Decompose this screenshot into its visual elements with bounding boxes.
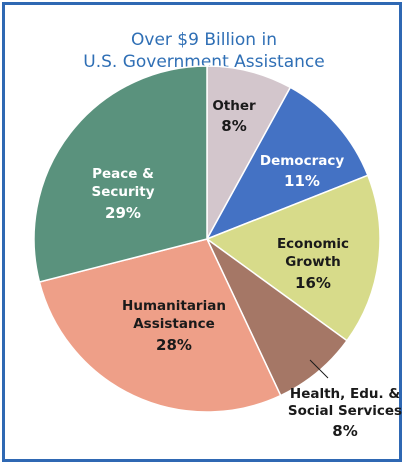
slice-label-health-edu-social-services: Health, Edu. &Social Services 8% [288, 386, 402, 440]
slice-percent-label: 11% [284, 172, 320, 190]
slice-label-text: Economic [277, 236, 349, 252]
slice-label-other: Other 8% [212, 98, 256, 135]
slice-label-text: Growth [285, 254, 341, 270]
slice-label-peace-security: Peace & Security 29% [91, 166, 154, 222]
pie-slice-economic-growth [205, 174, 381, 342]
slice-label-democracy: Democracy 11% [260, 153, 344, 190]
pie-slice-peace-security [33, 65, 208, 283]
slice-label-text: Democracy [260, 153, 344, 169]
pie-slice-humanitarian-assistance [38, 238, 282, 413]
slice-label-text: Health, Edu. & [290, 386, 400, 402]
slice-label-text: Social Services [288, 403, 402, 419]
chart-title-line-1: Over $9 Billion in [131, 30, 277, 50]
slice-percent-label: 29% [105, 204, 141, 222]
slice-label-text: Humanitarian [122, 298, 226, 314]
slice-percent-label: 16% [295, 274, 331, 292]
slice-label-text: Security [91, 184, 154, 200]
slice-label-text: Assistance [133, 316, 215, 332]
leader-lines [309, 359, 329, 379]
slice-percent-label: 28% [156, 336, 192, 354]
slice-label-text: Other [212, 98, 256, 114]
pie-slice-democracy [205, 86, 369, 241]
slice-label-humanitarian-assistance: Humanitarian Assistance 28% [122, 298, 226, 354]
leader-line-health [309, 359, 329, 379]
slice-labels: Other 8% Democracy 11% Economic Growth 16% Heal… [91, 98, 402, 440]
chart-title: Over $9 Billion in U.S. Government Assis… [83, 30, 324, 72]
slice-percent-label: 8% [221, 117, 246, 135]
chart-title-line-2: U.S. Government Assistance [83, 52, 324, 72]
slice-label-text: Peace & [92, 166, 154, 182]
slice-percent-label: 8% [332, 422, 357, 440]
slice-label-economic-growth: Economic Growth 16% [277, 236, 349, 292]
pie-slices [33, 65, 381, 413]
